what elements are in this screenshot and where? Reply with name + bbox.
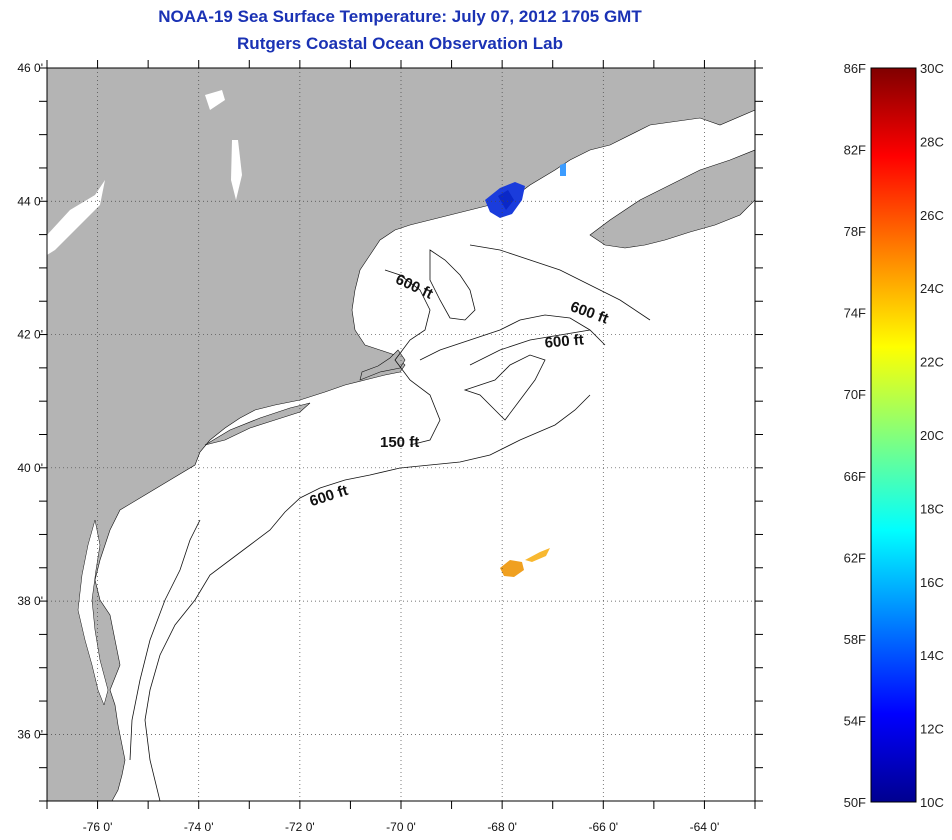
colorbar-c-label: 22C (920, 355, 944, 370)
colorbar-labels: 86F 82F 78F 74F 70F 66F 62F 58F 54F 50F 30C 28C 26C 2… (844, 61, 944, 810)
lat-tick-label: 40 0' (17, 461, 43, 475)
lon-tick-label: -68 0' (487, 820, 517, 834)
sst-patch-cool (560, 163, 566, 176)
colorbar-f-label: 58F (844, 632, 866, 647)
land-mainland (47, 68, 755, 801)
contour-label-600: 600 ft (544, 331, 585, 351)
map-subtitle: Rutgers Coastal Ocean Observation Lab (237, 34, 563, 53)
lat-tick-label: 38 0' (17, 594, 43, 608)
colorbar-c-label: 26C (920, 208, 944, 223)
colorbar-f-label: 66F (844, 469, 866, 484)
colorbar-f-label: 50F (844, 795, 866, 810)
axis-labels: -76 0' -74 0' -72 0' -70 0' -68 0' -66 0' -64 … (17, 61, 719, 834)
colorbar-f-label: 78F (844, 224, 866, 239)
colorbar-c-label: 24C (920, 281, 944, 296)
sst-patch-cold (498, 190, 514, 210)
colorbar-f-label: 86F (844, 61, 866, 76)
colorbar-c-label: 28C (920, 134, 944, 149)
colorbar-f-label: 70F (844, 387, 866, 402)
land-cape-cod (359, 349, 406, 381)
chesapeake-bay (77, 519, 109, 706)
bathymetry-contours (129, 244, 651, 801)
lake (205, 90, 225, 110)
colorbar-c-label: 20C (920, 428, 944, 443)
land-nova-scotia (589, 149, 755, 249)
lon-tick-label: -64 0' (690, 820, 720, 834)
colorbar-f-label: 82F (844, 143, 866, 158)
sst-patch-warm (500, 560, 524, 577)
lon-tick-label: -74 0' (184, 820, 214, 834)
lon-tick-label: -76 0' (83, 820, 113, 834)
lat-tick-label: 46 0' (17, 61, 43, 75)
axis-ticks (39, 60, 763, 809)
lake (47, 180, 105, 255)
colorbar-c-label: 18C (920, 501, 944, 516)
colorbar-c-label: 10C (920, 795, 944, 810)
lake (231, 140, 242, 200)
lat-tick-label: 44 0' (17, 194, 43, 208)
lat-tick-label: 42 0' (17, 328, 43, 342)
lon-tick-label: -72 0' (285, 820, 315, 834)
sst-patch-warm (525, 548, 550, 562)
colorbar-c-label: 16C (920, 575, 944, 590)
colorbar-f-label: 74F (844, 306, 866, 321)
lon-tick-label: -66 0' (588, 820, 618, 834)
colorbar-c-label: 14C (920, 648, 944, 663)
sst-data (485, 163, 566, 577)
map-title: NOAA-19 Sea Surface Temperature: July 07… (158, 7, 642, 26)
land-long-island (204, 402, 311, 446)
colorbar (870, 67, 917, 803)
contour-label-150: 150 ft (380, 434, 419, 451)
colorbar-f-label: 54F (844, 713, 866, 728)
lon-tick-label: -70 0' (386, 820, 416, 834)
colorbar-c-label: 30C (920, 61, 944, 76)
colorbar-f-label: 62F (844, 550, 866, 565)
colorbar-c-label: 12C (920, 722, 944, 737)
lat-tick-label: 36 0' (17, 727, 43, 741)
